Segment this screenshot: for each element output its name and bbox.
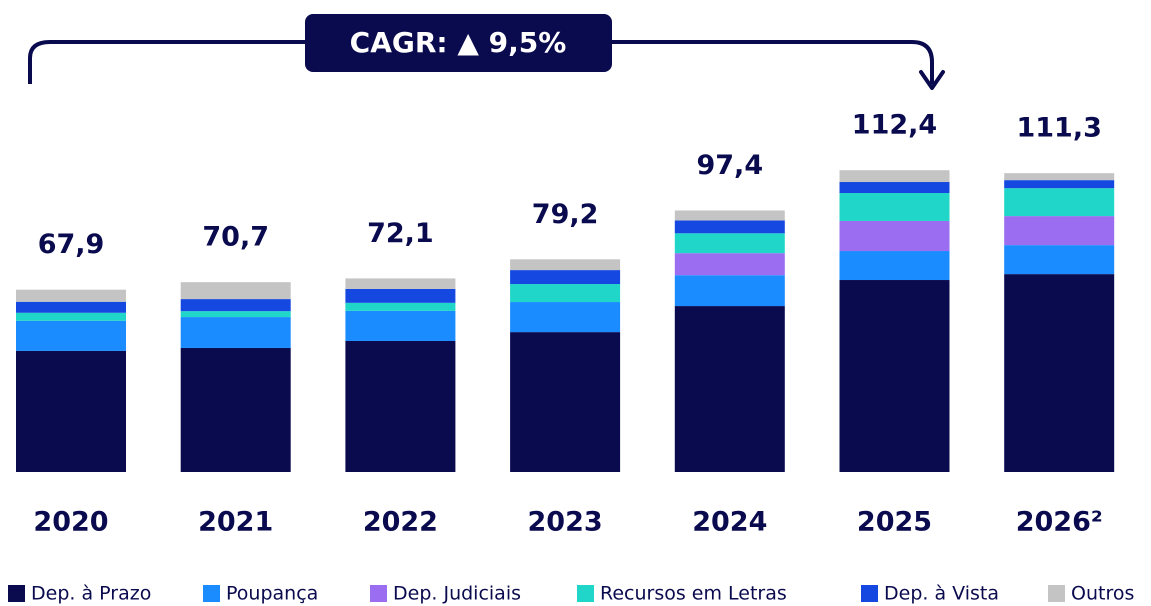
bar-segment	[1004, 245, 1115, 275]
legend-label: Dep. à Prazo	[31, 583, 151, 605]
legend-swatch	[203, 585, 220, 602]
bar-segment	[1004, 180, 1115, 189]
bar-segment	[1004, 188, 1115, 217]
bar-segment	[839, 193, 950, 221]
total-label: 111,3	[1016, 113, 1101, 144]
bar-segment	[180, 299, 291, 312]
legend-label: Recursos em Letras	[600, 583, 787, 605]
legend-swatch	[577, 585, 594, 602]
bar-segment	[510, 332, 621, 472]
legend-label: Poupança	[226, 583, 318, 605]
bar-segment	[510, 259, 621, 271]
bar-segment	[16, 301, 126, 313]
x-tick-label: 2023	[528, 507, 603, 538]
total-label: 79,2	[532, 199, 599, 230]
bar-segment	[674, 210, 785, 221]
bar-segment	[16, 320, 126, 351]
bar-segment	[674, 220, 785, 234]
cagr-bracket	[28, 40, 934, 84]
x-tick-label: 2022	[363, 507, 438, 538]
x-tick-label: 2024	[692, 507, 767, 538]
legend-label: Outros	[1071, 583, 1134, 605]
cagr-label: CAGR: ▲ 9,5%	[350, 26, 567, 59]
x-tick-label: 2025	[857, 507, 932, 538]
legend-label: Dep. Judiciais	[393, 583, 521, 605]
bar-segment	[345, 288, 456, 303]
x-tick-label: 2021	[198, 507, 273, 538]
total-label: 112,4	[852, 110, 937, 141]
bar-segment	[16, 312, 126, 321]
bar-segment	[674, 253, 785, 276]
bar-segment	[510, 270, 621, 285]
bar-segment	[1004, 173, 1115, 181]
bar-segment	[674, 233, 785, 254]
bar-segment	[180, 311, 291, 318]
total-label: 72,1	[367, 218, 434, 249]
bar-segment	[839, 170, 950, 183]
bar-segment	[1004, 216, 1115, 246]
legend-swatch	[8, 585, 25, 602]
bar-segment	[180, 347, 291, 472]
total-label: 67,9	[38, 229, 105, 260]
x-tick-label: 2020	[33, 507, 108, 538]
cagr-arrow	[919, 70, 945, 90]
total-label: 70,7	[202, 222, 269, 253]
legend-swatch	[861, 585, 878, 602]
bar-segment	[16, 289, 126, 302]
bar-segment	[180, 282, 291, 300]
x-tick-label: 2026²	[1016, 507, 1103, 538]
legend-swatch	[1048, 585, 1065, 602]
bar-segment	[839, 220, 950, 252]
legend-swatch	[370, 585, 387, 602]
bar-segment	[839, 182, 950, 194]
bar-segment	[345, 310, 456, 341]
cagr-box	[305, 14, 612, 72]
legend-label: Dep. à Vista	[884, 583, 999, 605]
bar-segment	[674, 306, 785, 472]
bar-segment	[1004, 274, 1115, 472]
bar-segment	[839, 280, 950, 472]
bar-segment	[674, 275, 785, 307]
bar-segment	[345, 302, 456, 311]
bar-segment	[345, 340, 456, 472]
bar-segment	[16, 350, 126, 472]
bar-segment	[839, 251, 950, 281]
bar-segment	[345, 278, 456, 289]
bar-segment	[510, 284, 621, 303]
bar-segment	[180, 317, 291, 348]
total-label: 97,4	[696, 150, 763, 181]
bar-segment	[510, 302, 621, 333]
